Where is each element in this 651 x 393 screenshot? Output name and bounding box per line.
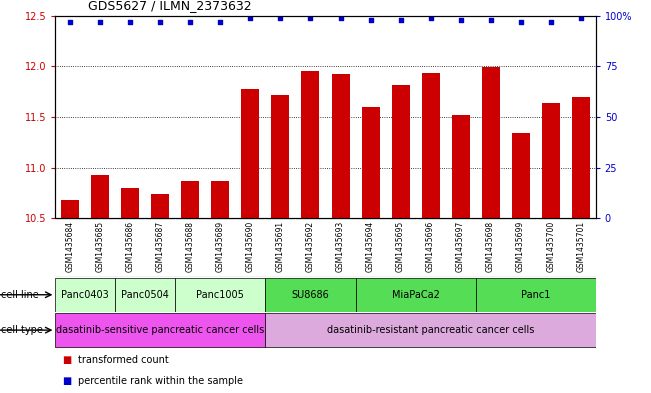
Bar [266,313,596,347]
Bar [572,97,590,218]
Text: Panc1: Panc1 [521,290,550,300]
Text: GSM1435698: GSM1435698 [486,221,495,272]
Text: GDS5627 / ILMN_2373632: GDS5627 / ILMN_2373632 [88,0,251,12]
Text: Panc0504: Panc0504 [122,290,169,300]
Bar [55,313,266,347]
Bar [512,133,530,218]
Text: Panc0403: Panc0403 [61,290,109,300]
Bar [422,73,439,218]
Text: GSM1435686: GSM1435686 [126,221,135,272]
Bar [355,278,476,312]
Bar [61,200,79,218]
Text: cell line: cell line [1,290,39,300]
Point [95,18,105,25]
Text: transformed count: transformed count [78,354,169,365]
Text: MiaPaCa2: MiaPaCa2 [392,290,439,300]
Bar [301,72,320,218]
Point [456,17,466,23]
Point [305,15,316,21]
Point [215,18,226,25]
Bar [542,103,560,218]
Point [575,15,586,21]
Bar [361,107,380,218]
Point [395,17,406,23]
Text: GSM1435695: GSM1435695 [396,221,405,272]
Point [245,15,256,21]
Bar [175,278,266,312]
Bar [152,194,169,218]
Bar [331,74,350,218]
Text: GSM1435693: GSM1435693 [336,221,345,272]
Text: GSM1435692: GSM1435692 [306,221,315,272]
Text: GSM1435696: GSM1435696 [426,221,435,272]
Point [186,18,196,25]
Text: GSM1435690: GSM1435690 [246,221,255,272]
Bar [121,188,139,218]
Text: ■: ■ [62,354,71,365]
Bar [242,88,260,218]
Point [125,18,135,25]
Text: Panc1005: Panc1005 [197,290,244,300]
Text: GSM1435688: GSM1435688 [186,221,195,272]
Text: SU8686: SU8686 [292,290,329,300]
Text: percentile rank within the sample: percentile rank within the sample [78,376,243,386]
Bar [452,115,469,218]
Text: ■: ■ [62,376,71,386]
Bar [182,181,199,218]
Text: GSM1435694: GSM1435694 [366,221,375,272]
Text: GSM1435700: GSM1435700 [546,221,555,272]
Text: GSM1435691: GSM1435691 [276,221,285,272]
Bar [476,278,596,312]
Text: dasatinib-resistant pancreatic cancer cells: dasatinib-resistant pancreatic cancer ce… [327,325,534,335]
Point [546,18,556,25]
Bar [482,67,499,218]
Point [425,15,436,21]
Bar [212,181,229,218]
Text: GSM1435689: GSM1435689 [216,221,225,272]
Bar [391,84,409,218]
Bar [271,95,290,218]
Text: GSM1435685: GSM1435685 [96,221,105,272]
Point [275,15,286,21]
Text: GSM1435684: GSM1435684 [66,221,75,272]
Text: GSM1435697: GSM1435697 [456,221,465,272]
Bar [91,174,109,218]
Text: cell type: cell type [1,325,43,335]
Text: GSM1435699: GSM1435699 [516,221,525,272]
Point [65,18,76,25]
Text: GSM1435701: GSM1435701 [576,221,585,272]
Point [155,18,165,25]
Point [335,15,346,21]
Text: GSM1435687: GSM1435687 [156,221,165,272]
Point [516,18,526,25]
Bar [55,278,115,312]
Point [365,17,376,23]
Bar [266,278,355,312]
Text: dasatinib-sensitive pancreatic cancer cells: dasatinib-sensitive pancreatic cancer ce… [56,325,264,335]
Bar [115,278,175,312]
Point [486,17,496,23]
